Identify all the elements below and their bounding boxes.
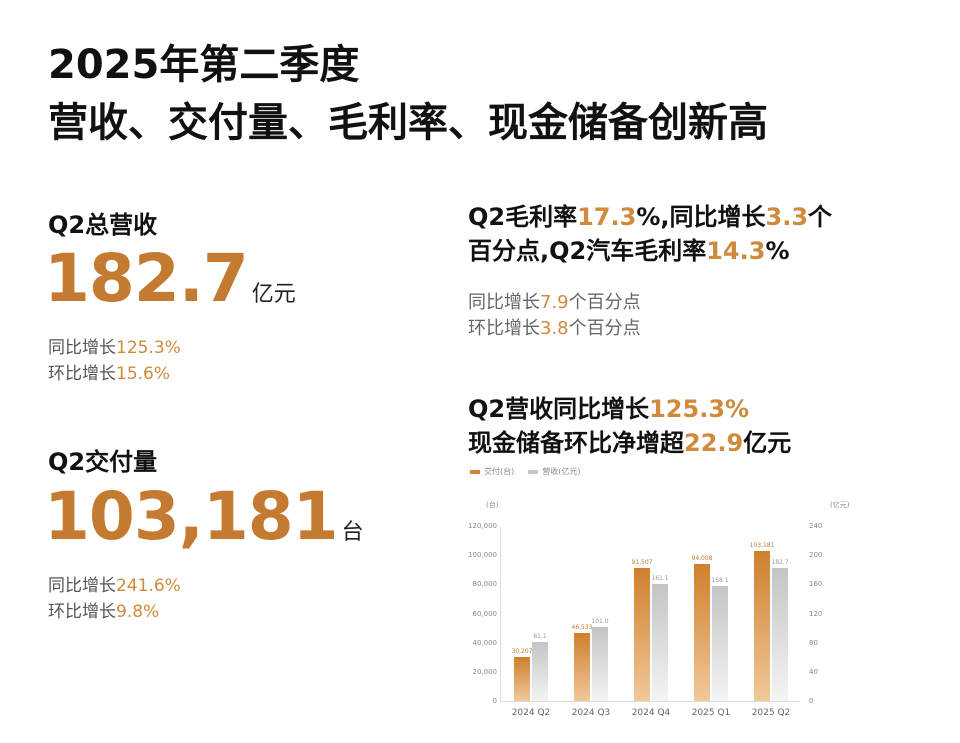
bar-chart: 交付(台) 营收(亿元) (台) (亿元) 0 20,000 40,000 60,00… bbox=[468, 466, 850, 718]
title-line1: 2025年第二季度 bbox=[48, 42, 360, 88]
revenue-qoq: 环比增长15.6% bbox=[48, 364, 171, 384]
bar-revenue bbox=[532, 641, 548, 701]
bar-revenue bbox=[712, 585, 728, 701]
bar-deliveries bbox=[634, 567, 650, 701]
plot-area: 0 20,000 40,000 60,000 80,000 100,000 120,000 0… bbox=[468, 522, 823, 718]
bar-deliveries bbox=[754, 550, 770, 701]
bar-revenue bbox=[772, 567, 788, 701]
margin-qoq: 环比增长3.8个百分点 bbox=[468, 318, 641, 339]
bar-deliveries bbox=[514, 656, 530, 701]
title-line2: 营收、交付量、毛利率、现金储备创新高 bbox=[48, 100, 768, 146]
cash-headline: Q2营收同比增长125.3% 现金储备环比净增超22.9亿元 bbox=[468, 395, 792, 457]
deliveries-value: 103,181 台 bbox=[44, 478, 364, 555]
margin-headline: Q2毛利率17.3%,同比增长3.3个 百分点,Q2汽车毛利率14.3% bbox=[468, 203, 833, 265]
bar-deliveries bbox=[694, 563, 710, 701]
deliveries-label: Q2交付量 bbox=[48, 448, 158, 476]
deliveries-qoq: 环比增长9.8% bbox=[48, 602, 160, 622]
deliveries-yoy: 同比增长241.6% bbox=[48, 576, 181, 596]
margin-yoy: 同比增长7.9个百分点 bbox=[468, 292, 641, 313]
revenue-yoy: 同比增长125.3% bbox=[48, 338, 181, 358]
revenue-label: Q2总营收 bbox=[48, 211, 158, 239]
bar-revenue bbox=[652, 583, 668, 701]
bar-deliveries bbox=[574, 633, 590, 701]
revenue-value: 182.7 亿元 bbox=[44, 240, 296, 317]
chart-legend: 交付(台) 营收(亿元) bbox=[470, 466, 581, 477]
bar-revenue bbox=[592, 627, 608, 701]
